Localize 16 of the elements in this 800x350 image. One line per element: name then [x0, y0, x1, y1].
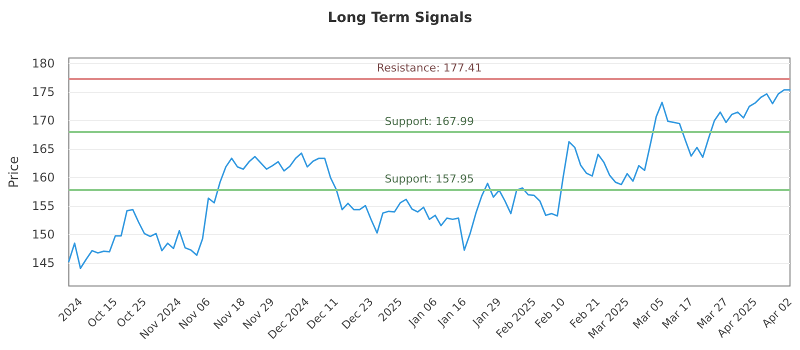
y-axis-title: Price	[7, 156, 22, 188]
y-tick-label: 160	[32, 170, 55, 185]
x-tick-label: Dec 23	[339, 295, 376, 332]
y-tick-label: 145	[32, 256, 55, 270]
y-tick-label: 175	[32, 85, 55, 100]
x-tick-label: Apr 02	[760, 295, 795, 330]
y-tick-label: 180	[32, 56, 55, 71]
ref-line-label: Support: 167.99	[384, 115, 474, 128]
line-series	[68, 89, 791, 270]
y-tick-label: 170	[32, 114, 55, 128]
y-tick-label: 155	[32, 199, 55, 214]
ref-line-label: Resistance: 177.41	[376, 61, 482, 74]
y-tick-label: 165	[32, 142, 55, 156]
y-tick-label: 150	[32, 228, 55, 242]
chart-title: Long Term Signals	[328, 10, 472, 26]
ref-line-label: Support: 157.95	[384, 172, 474, 186]
